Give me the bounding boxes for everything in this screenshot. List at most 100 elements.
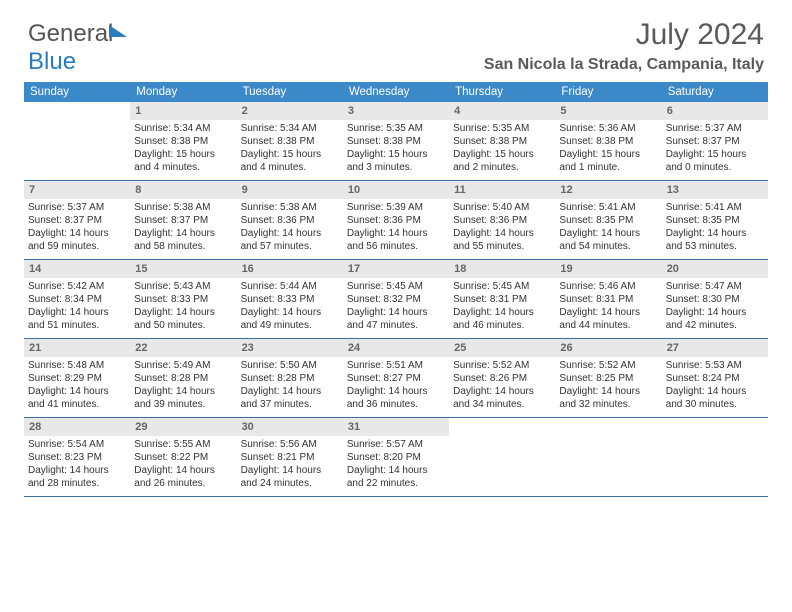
calendar-day: 3Sunrise: 5:35 AMSunset: 8:38 PMDaylight… — [343, 102, 449, 180]
sunrise-text: Sunrise: 5:55 AM — [134, 438, 232, 451]
daylight-text-1: Daylight: 14 hours — [241, 385, 339, 398]
day-number: 31 — [343, 418, 449, 436]
daylight-text-1: Daylight: 14 hours — [134, 306, 232, 319]
daylight-text-1: Daylight: 14 hours — [347, 306, 445, 319]
day-number: 12 — [555, 181, 661, 199]
daylight-text-2: and 39 minutes. — [134, 398, 232, 411]
daylight-text-1: Daylight: 14 hours — [134, 464, 232, 477]
location-subtitle: San Nicola la Strada, Campania, Italy — [484, 56, 764, 74]
sunrise-text: Sunrise: 5:41 AM — [559, 201, 657, 214]
calendar-day: 22Sunrise: 5:49 AMSunset: 8:28 PMDayligh… — [130, 339, 236, 417]
daylight-text-1: Daylight: 15 hours — [347, 148, 445, 161]
sunrise-text: Sunrise: 5:40 AM — [453, 201, 551, 214]
daylight-text-1: Daylight: 14 hours — [666, 306, 764, 319]
daylight-text-2: and 24 minutes. — [241, 477, 339, 490]
calendar-day: 2Sunrise: 5:34 AMSunset: 8:38 PMDaylight… — [237, 102, 343, 180]
sunset-text: Sunset: 8:31 PM — [453, 293, 551, 306]
daylight-text-2: and 2 minutes. — [453, 161, 551, 174]
day-number: 3 — [343, 102, 449, 120]
calendar-week: 14Sunrise: 5:42 AMSunset: 8:34 PMDayligh… — [24, 260, 768, 339]
calendar-day: 24Sunrise: 5:51 AMSunset: 8:27 PMDayligh… — [343, 339, 449, 417]
sunset-text: Sunset: 8:33 PM — [241, 293, 339, 306]
daylight-text-2: and 49 minutes. — [241, 319, 339, 332]
calendar-day: 18Sunrise: 5:45 AMSunset: 8:31 PMDayligh… — [449, 260, 555, 338]
day-number: 17 — [343, 260, 449, 278]
calendar-day — [449, 418, 555, 496]
sunset-text: Sunset: 8:38 PM — [453, 135, 551, 148]
calendar-day: 15Sunrise: 5:43 AMSunset: 8:33 PMDayligh… — [130, 260, 236, 338]
calendar-day: 28Sunrise: 5:54 AMSunset: 8:23 PMDayligh… — [24, 418, 130, 496]
daylight-text-1: Daylight: 14 hours — [453, 385, 551, 398]
sunset-text: Sunset: 8:28 PM — [134, 372, 232, 385]
weekday-header: Thursday — [449, 82, 555, 102]
daylight-text-2: and 32 minutes. — [559, 398, 657, 411]
daylight-text-1: Daylight: 15 hours — [241, 148, 339, 161]
calendar-day: 11Sunrise: 5:40 AMSunset: 8:36 PMDayligh… — [449, 181, 555, 259]
calendar-day: 26Sunrise: 5:52 AMSunset: 8:25 PMDayligh… — [555, 339, 661, 417]
day-number: 14 — [24, 260, 130, 278]
daylight-text-1: Daylight: 15 hours — [559, 148, 657, 161]
sunrise-text: Sunrise: 5:44 AM — [241, 280, 339, 293]
sunrise-text: Sunrise: 5:39 AM — [347, 201, 445, 214]
logo-sail-icon — [109, 25, 127, 37]
day-number: 25 — [449, 339, 555, 357]
sunset-text: Sunset: 8:36 PM — [241, 214, 339, 227]
daylight-text-1: Daylight: 14 hours — [241, 227, 339, 240]
sunrise-text: Sunrise: 5:35 AM — [453, 122, 551, 135]
calendar-week: 21Sunrise: 5:48 AMSunset: 8:29 PMDayligh… — [24, 339, 768, 418]
calendar-week: 28Sunrise: 5:54 AMSunset: 8:23 PMDayligh… — [24, 418, 768, 497]
calendar-day: 8Sunrise: 5:38 AMSunset: 8:37 PMDaylight… — [130, 181, 236, 259]
day-number: 11 — [449, 181, 555, 199]
sunset-text: Sunset: 8:37 PM — [666, 135, 764, 148]
day-number: 28 — [24, 418, 130, 436]
calendar-day — [555, 418, 661, 496]
sunset-text: Sunset: 8:27 PM — [347, 372, 445, 385]
day-number: 19 — [555, 260, 661, 278]
sunrise-text: Sunrise: 5:52 AM — [559, 359, 657, 372]
sunrise-text: Sunrise: 5:34 AM — [134, 122, 232, 135]
daylight-text-2: and 30 minutes. — [666, 398, 764, 411]
day-number: 27 — [662, 339, 768, 357]
daylight-text-2: and 55 minutes. — [453, 240, 551, 253]
daylight-text-2: and 44 minutes. — [559, 319, 657, 332]
calendar-day: 13Sunrise: 5:41 AMSunset: 8:35 PMDayligh… — [662, 181, 768, 259]
daylight-text-2: and 3 minutes. — [347, 161, 445, 174]
day-number: 23 — [237, 339, 343, 357]
sunrise-text: Sunrise: 5:38 AM — [241, 201, 339, 214]
daylight-text-2: and 56 minutes. — [347, 240, 445, 253]
day-number: 1 — [130, 102, 236, 120]
daylight-text-1: Daylight: 14 hours — [134, 227, 232, 240]
sunset-text: Sunset: 8:26 PM — [453, 372, 551, 385]
calendar-day: 21Sunrise: 5:48 AMSunset: 8:29 PMDayligh… — [24, 339, 130, 417]
calendar-day — [24, 102, 130, 180]
calendar-day: 17Sunrise: 5:45 AMSunset: 8:32 PMDayligh… — [343, 260, 449, 338]
daylight-text-2: and 4 minutes. — [134, 161, 232, 174]
day-number: 2 — [237, 102, 343, 120]
daylight-text-1: Daylight: 14 hours — [28, 227, 126, 240]
sunrise-text: Sunrise: 5:56 AM — [241, 438, 339, 451]
daylight-text-1: Daylight: 14 hours — [347, 464, 445, 477]
sunset-text: Sunset: 8:36 PM — [453, 214, 551, 227]
sunset-text: Sunset: 8:32 PM — [347, 293, 445, 306]
day-number: 10 — [343, 181, 449, 199]
daylight-text-2: and 46 minutes. — [453, 319, 551, 332]
sunset-text: Sunset: 8:37 PM — [134, 214, 232, 227]
sunrise-text: Sunrise: 5:37 AM — [666, 122, 764, 135]
day-number: 7 — [24, 181, 130, 199]
sunrise-text: Sunrise: 5:37 AM — [28, 201, 126, 214]
calendar-day: 16Sunrise: 5:44 AMSunset: 8:33 PMDayligh… — [237, 260, 343, 338]
sunset-text: Sunset: 8:38 PM — [347, 135, 445, 148]
daylight-text-1: Daylight: 14 hours — [666, 385, 764, 398]
calendar-day — [662, 418, 768, 496]
calendar-day: 6Sunrise: 5:37 AMSunset: 8:37 PMDaylight… — [662, 102, 768, 180]
calendar-day: 4Sunrise: 5:35 AMSunset: 8:38 PMDaylight… — [449, 102, 555, 180]
sunset-text: Sunset: 8:24 PM — [666, 372, 764, 385]
sunset-text: Sunset: 8:20 PM — [347, 451, 445, 464]
calendar-day: 25Sunrise: 5:52 AMSunset: 8:26 PMDayligh… — [449, 339, 555, 417]
sunrise-text: Sunrise: 5:53 AM — [666, 359, 764, 372]
daylight-text-2: and 54 minutes. — [559, 240, 657, 253]
calendar-day: 5Sunrise: 5:36 AMSunset: 8:38 PMDaylight… — [555, 102, 661, 180]
daylight-text-2: and 53 minutes. — [666, 240, 764, 253]
calendar-day: 23Sunrise: 5:50 AMSunset: 8:28 PMDayligh… — [237, 339, 343, 417]
sunset-text: Sunset: 8:38 PM — [559, 135, 657, 148]
